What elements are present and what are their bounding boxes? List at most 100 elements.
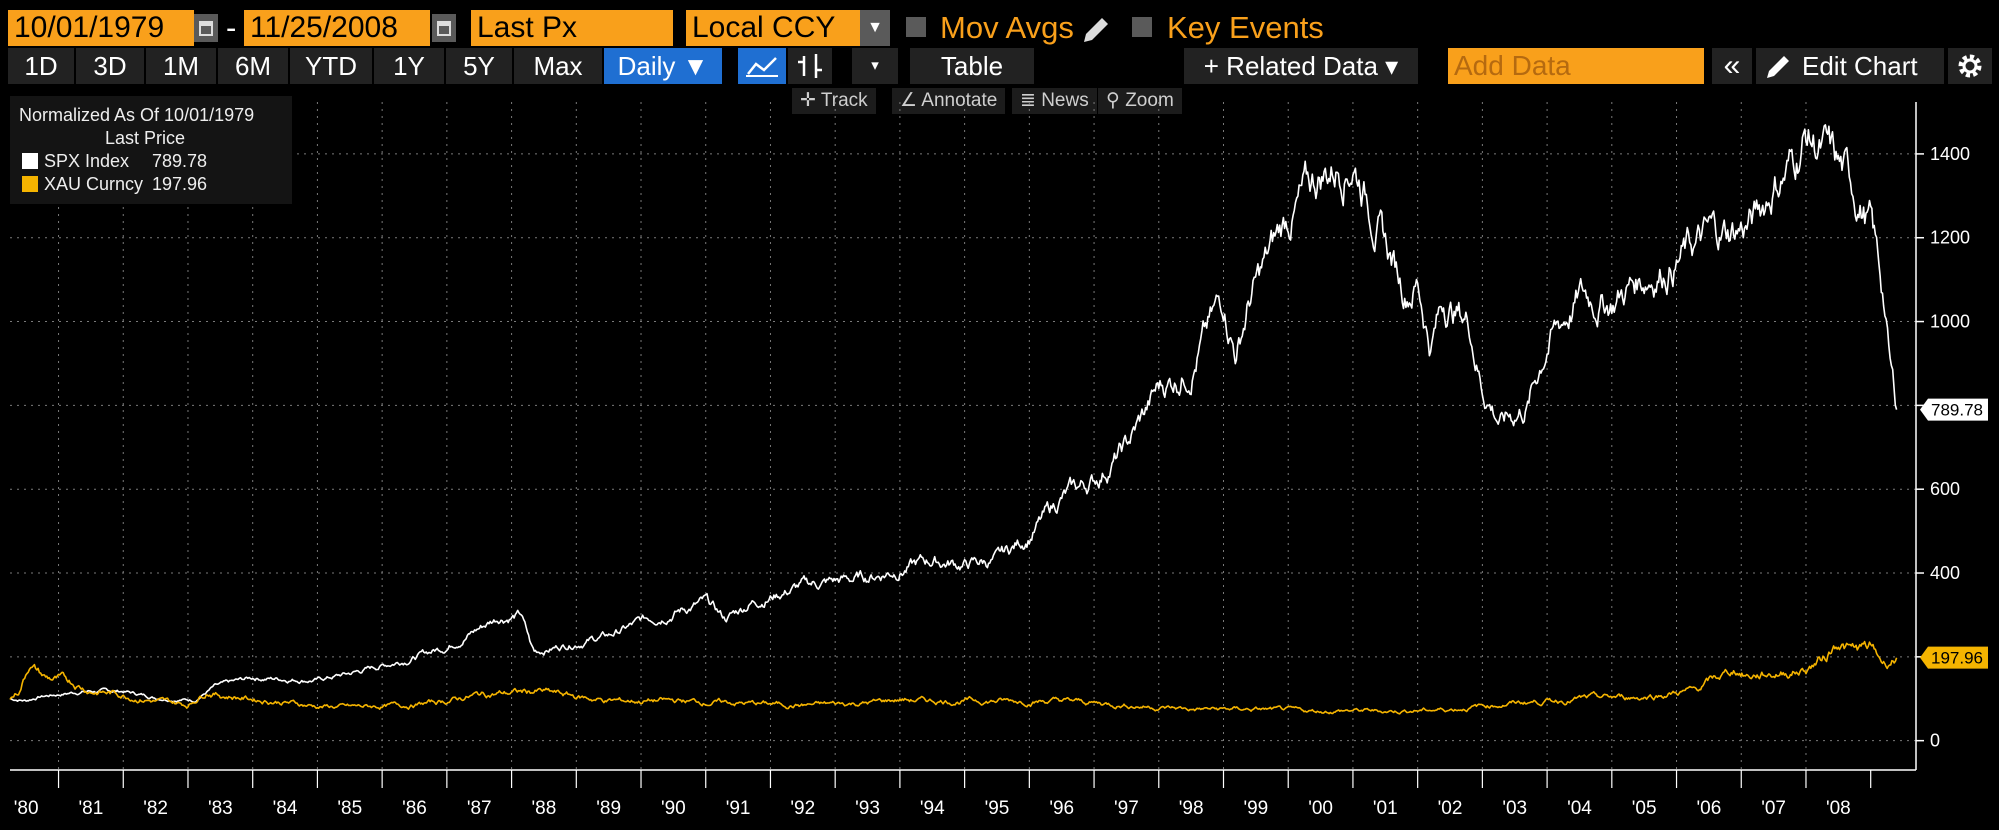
legend-swatch-xau (22, 176, 38, 192)
x-tick-label: '82 (143, 798, 168, 819)
legend-title: Normalized As Of 10/01/1979 (19, 105, 255, 125)
mov-avgs-checkbox[interactable] (906, 17, 926, 37)
edit-chart-label: Edit Chart (1802, 51, 1918, 81)
x-tick-label: '94 (920, 798, 945, 819)
crosshair-icon: ✛ (800, 90, 821, 111)
x-tick-label: '84 (273, 798, 298, 819)
y-tick-label: 400 (1930, 563, 1960, 583)
currency-selector[interactable]: Local CCY (686, 10, 862, 46)
currency-dropdown-icon[interactable]: ▼ (860, 10, 890, 46)
range-1d-button[interactable]: 1D (8, 48, 74, 84)
x-tick-label: '97 (1114, 798, 1139, 819)
table-button[interactable]: Table (910, 48, 1034, 84)
x-tick-label: '92 (790, 798, 815, 819)
last-value-box (1920, 398, 1988, 421)
date-separator: - (226, 10, 237, 45)
zoom-icon: ⚲ (1106, 90, 1126, 111)
mov-avgs-label[interactable]: Mov Avgs (940, 10, 1074, 45)
last-value-tag-1: 197.96 (1920, 646, 1988, 669)
x-tick-label: '81 (79, 798, 104, 819)
legend-subtitle: Last Price (105, 128, 186, 148)
gear-icon (1958, 54, 1982, 78)
news-icon: ≣ (1020, 90, 1042, 111)
annotate-icon: ∠ (900, 90, 922, 111)
start-date-field[interactable]: 10/01/1979 (8, 10, 194, 46)
x-tick-label: '86 (402, 798, 427, 819)
annotate-label: Annotate (921, 90, 998, 111)
x-tick-label: '98 (1179, 798, 1204, 819)
end-date-field[interactable]: 11/25/2008 (244, 10, 430, 46)
edit-chart-button[interactable]: Edit Chart (1756, 48, 1944, 84)
settings-button[interactable] (1948, 48, 1992, 84)
chart-labels: 0200400600100012001400'80'81'82'83'84'85… (14, 144, 1988, 819)
track-label: Track (820, 90, 868, 111)
start-calendar-icon[interactable] (194, 14, 218, 42)
annotate-tool[interactable]: ∠ Annotate (892, 88, 1006, 114)
legend-name-xau[interactable]: XAU Curncy (44, 174, 144, 194)
range-ytd-button[interactable]: YTD (290, 48, 372, 84)
x-tick-label: '80 (14, 798, 39, 819)
end-calendar-icon[interactable] (432, 14, 456, 42)
range-max-button[interactable]: Max (514, 48, 602, 84)
x-tick-label: '91 (726, 798, 751, 819)
last-value-label: 789.78 (1931, 401, 1983, 420)
collapse-button[interactable]: « (1712, 48, 1752, 84)
range-6m-button[interactable]: 6M (218, 48, 288, 84)
range-3d-button[interactable]: 3D (76, 48, 144, 84)
x-tick-label: '08 (1826, 798, 1851, 819)
x-tick-label: '06 (1697, 798, 1722, 819)
chart-axes (10, 102, 1924, 788)
x-tick-label: '00 (1308, 798, 1333, 819)
x-tick-label: '93 (855, 798, 880, 819)
chart-series (9, 124, 1898, 715)
x-tick-label: '05 (1632, 798, 1657, 819)
last-value-box (1920, 646, 1988, 669)
x-tick-label: '83 (208, 798, 233, 819)
pencil-icon[interactable] (1078, 12, 1114, 48)
related-data-button[interactable]: + Related Data ▾ (1184, 48, 1418, 84)
ohlc-bars-icon (798, 54, 822, 78)
x-tick-label: '90 (661, 798, 686, 819)
x-tick-label: '95 (985, 798, 1010, 819)
chart-type-dropdown[interactable]: ▾ (852, 48, 898, 84)
series-line-0 (10, 124, 1898, 704)
last-value-tag-0: 789.78 (1920, 398, 1988, 421)
key-events-checkbox[interactable] (1132, 17, 1152, 37)
x-tick-label: '87 (467, 798, 492, 819)
key-events-label[interactable]: Key Events (1167, 10, 1324, 45)
y-tick-label: 1400 (1930, 144, 1970, 164)
y-tick-label: 600 (1930, 479, 1960, 499)
x-tick-label: '03 (1502, 798, 1527, 819)
last-value-label: 197.96 (1931, 649, 1983, 668)
x-tick-label: '85 (337, 798, 362, 819)
news-label: News (1041, 90, 1089, 111)
legend-value-xau: 197.96 (152, 174, 208, 194)
bar-chart-button[interactable] (788, 48, 832, 84)
x-tick-label: '07 (1761, 798, 1786, 819)
series-line-1 (9, 640, 1898, 715)
y-tick-label: 1000 (1930, 312, 1970, 332)
period-selector[interactable]: Daily ▼ (604, 48, 722, 84)
track-tool[interactable]: ✛ Track (792, 88, 876, 114)
add-data-input[interactable]: Add Data (1448, 48, 1704, 84)
range-1y-button[interactable]: 1Y (374, 48, 444, 84)
y-tick-label: 1200 (1930, 228, 1970, 248)
legend-value-spx: 789.78 (152, 151, 208, 171)
chart-grid (10, 102, 1916, 770)
x-tick-label: '04 (1567, 798, 1592, 819)
y-tick-label: 0 (1930, 731, 1940, 751)
news-tool[interactable]: ≣ News (1012, 88, 1097, 114)
zoom-tool[interactable]: ⚲ Zoom (1098, 88, 1182, 114)
x-tick-label: '96 (1049, 798, 1074, 819)
range-5y-button[interactable]: 5Y (446, 48, 512, 84)
zoom-label: Zoom (1125, 90, 1174, 111)
line-chart-icon (746, 57, 778, 77)
field-selector[interactable]: Last Px (471, 10, 673, 46)
range-1m-button[interactable]: 1M (146, 48, 216, 84)
legend-name-spx[interactable]: SPX Index (44, 151, 130, 171)
line-chart-button[interactable] (738, 48, 786, 84)
legend: Normalized As Of 10/01/1979 Last Price S… (10, 96, 292, 204)
x-tick-label: '02 (1438, 798, 1463, 819)
x-tick-label: '99 (1243, 798, 1268, 819)
